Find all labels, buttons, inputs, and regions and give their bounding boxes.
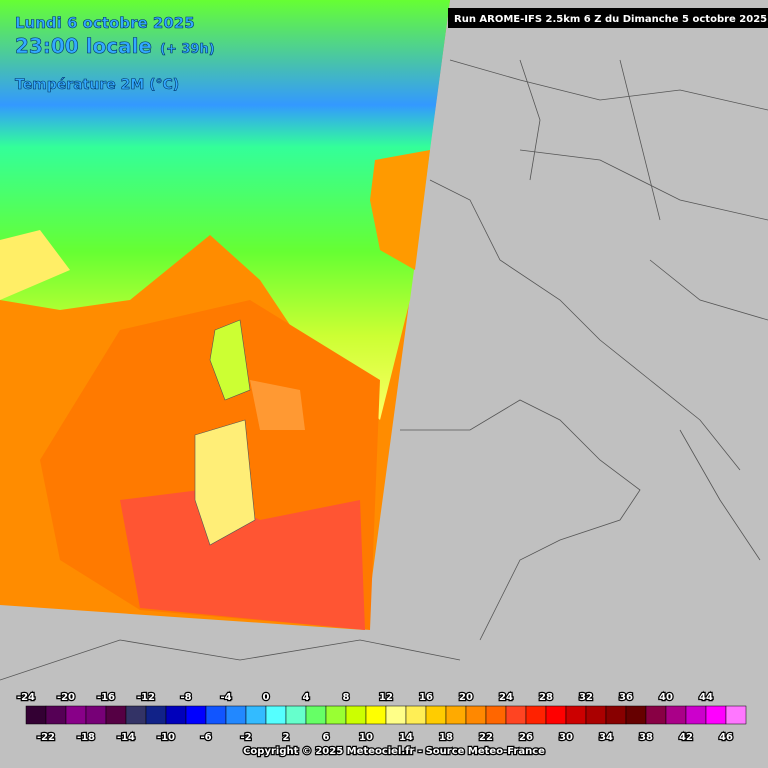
date: Lundi 6 octobre 2025 — [15, 14, 195, 32]
legend-swatch — [205, 705, 227, 725]
legend-swatch — [105, 705, 127, 725]
legend-swatch — [445, 705, 467, 725]
legend-label: -16 — [97, 692, 115, 703]
legend-label: 26 — [519, 732, 533, 743]
legend-swatch — [525, 705, 547, 725]
legend-swatch — [285, 705, 307, 725]
run-info: Run AROME-IFS 2.5km 6 Z du Dimanche 5 oc… — [454, 14, 767, 25]
legend-swatch — [685, 705, 707, 725]
legend-label: -14 — [117, 732, 135, 743]
legend-label: 0 — [263, 692, 270, 703]
variable: Température 2M (°C) — [15, 77, 179, 93]
legend-label: 32 — [579, 692, 593, 703]
legend-label: 24 — [499, 692, 513, 703]
sea-hot — [120, 490, 365, 630]
run-box — [448, 8, 768, 28]
legend-swatch — [605, 705, 627, 725]
legend-label: -18 — [77, 732, 95, 743]
legend-swatch — [425, 705, 447, 725]
legend-label: 20 — [459, 692, 473, 703]
legend-swatch — [65, 705, 87, 725]
legend-swatch — [325, 705, 347, 725]
legend-label: 36 — [619, 692, 633, 703]
sea-patch — [250, 380, 305, 430]
legend-label: 40 — [659, 692, 673, 703]
legend-swatch — [345, 705, 367, 725]
legend-swatch — [385, 705, 407, 725]
legend-label: -8 — [180, 692, 191, 703]
legend-label: -20 — [57, 692, 75, 703]
legend-swatch — [25, 705, 47, 725]
legend-label: 46 — [719, 732, 733, 743]
legend-swatch — [365, 705, 387, 725]
legend-label: -12 — [137, 692, 155, 703]
legend-label: -6 — [200, 732, 211, 743]
legend-swatch — [645, 705, 667, 725]
legend-swatch — [485, 705, 507, 725]
legend-swatch — [505, 705, 527, 725]
copyright: Copyright © 2025 Meteociel.fr - Source M… — [243, 746, 545, 757]
land-warm — [0, 230, 70, 300]
legend-label: 12 — [379, 692, 393, 703]
legend-label: 28 — [539, 692, 553, 703]
legend-label: -10 — [157, 732, 175, 743]
legend-swatch — [545, 705, 567, 725]
legend-swatch — [465, 705, 487, 725]
legend-swatch — [725, 705, 747, 725]
legend-swatch — [245, 705, 267, 725]
legend-label: -24 — [17, 692, 35, 703]
legend-swatch — [45, 705, 67, 725]
color-legend: -24 -20 -16 -12 -8 -4 0 4 8 12 16 20 24 28 32 36 40 44-22… — [16, 691, 747, 744]
legend-swatch — [145, 705, 167, 725]
legend-label: 38 — [639, 732, 653, 743]
legend-label: 30 — [559, 732, 573, 743]
legend-label: -2 — [240, 732, 251, 743]
time: 23:00 locale — [15, 34, 152, 58]
borders — [0, 59, 768, 681]
corsica — [209, 319, 251, 401]
land-temperature — [0, 0, 450, 420]
lead-time: (+ 39h) — [160, 42, 215, 57]
legend-label: -4 — [220, 692, 231, 703]
legend-swatch — [665, 705, 687, 725]
legend-swatch — [185, 705, 207, 725]
legend-label: 10 — [359, 732, 373, 743]
legend-label: 18 — [439, 732, 453, 743]
legend-label: 2 — [283, 732, 290, 743]
legend-label: 44 — [699, 692, 713, 703]
legend-swatch — [625, 705, 647, 725]
legend-swatch — [305, 705, 327, 725]
legend-swatch — [165, 705, 187, 725]
legend-label: -22 — [37, 732, 55, 743]
sardinia — [194, 419, 256, 546]
legend-label: 34 — [599, 732, 613, 743]
legend-label: 22 — [479, 732, 493, 743]
legend-swatch — [85, 705, 107, 725]
legend-swatch — [125, 705, 147, 725]
legend-swatch — [565, 705, 587, 725]
legend-swatch — [265, 705, 287, 725]
legend-swatch — [585, 705, 607, 725]
legend-swatch — [405, 705, 427, 725]
legend-label: 42 — [679, 732, 693, 743]
legend-swatch — [225, 705, 247, 725]
legend-label: 16 — [419, 692, 433, 703]
legend-swatch — [705, 705, 727, 725]
legend-label: 14 — [399, 732, 413, 743]
adriatic — [370, 150, 430, 270]
legend-label: 8 — [343, 692, 350, 703]
legend-label: 4 — [303, 692, 310, 703]
legend-label: 6 — [323, 732, 330, 743]
